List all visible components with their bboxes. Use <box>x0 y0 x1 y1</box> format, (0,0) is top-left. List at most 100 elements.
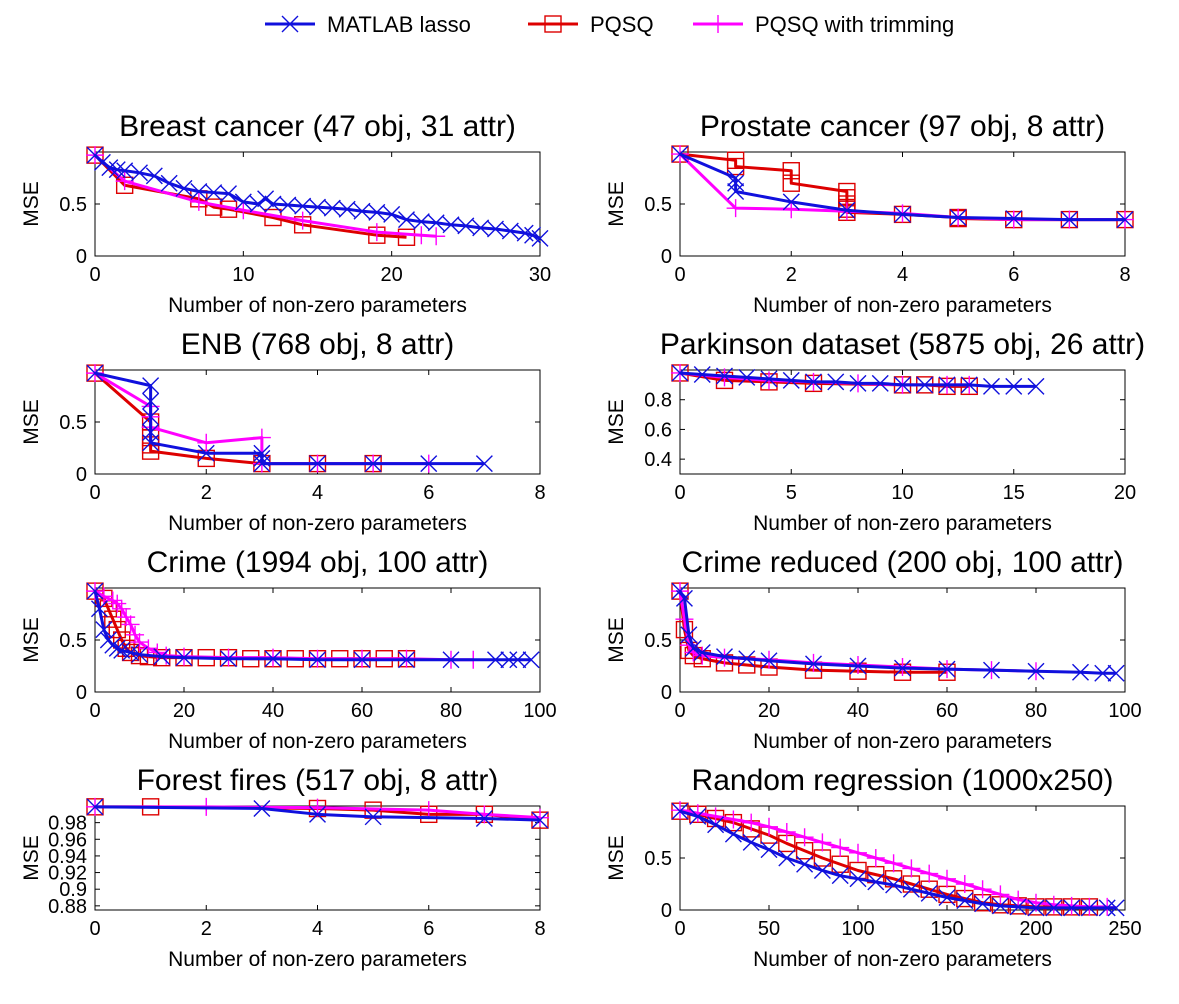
data-point <box>894 205 911 223</box>
chart-panel: ENB (768 obj, 8 attr) Number of non-zero … <box>20 328 546 535</box>
data-point <box>309 651 326 669</box>
data-point <box>338 200 356 218</box>
x-tick-label: 6 <box>423 482 434 504</box>
data-point <box>1005 377 1023 395</box>
series-line <box>94 371 485 466</box>
data-point <box>805 655 822 673</box>
y-axis-label: MSE <box>605 617 628 663</box>
data-point <box>727 169 745 187</box>
x-tick-label: 10 <box>891 482 913 504</box>
data-point <box>738 656 756 674</box>
data-point <box>938 889 956 907</box>
data-point <box>509 651 527 669</box>
y-tick-label: 0.92 <box>48 863 87 885</box>
data-point <box>1045 899 1063 917</box>
data-point <box>487 220 504 238</box>
data-point <box>1063 899 1081 917</box>
legend-label: PQSQ with trimming <box>755 12 954 37</box>
chart-panel: Forest fires (517 obj, 8 attr) Number of … <box>20 764 549 971</box>
data-point <box>866 849 885 867</box>
data-point <box>1027 899 1045 917</box>
x-tick-label: 40 <box>262 700 284 722</box>
y-tick-label: 0.4 <box>644 449 672 471</box>
data-point <box>1027 662 1045 680</box>
x-tick-label: 100 <box>1108 700 1141 722</box>
data-point <box>671 801 689 820</box>
data-point <box>671 364 689 382</box>
legend-marker <box>281 15 299 33</box>
y-axis-label: MSE <box>20 399 43 445</box>
x-tick-label: 250 <box>1108 918 1141 940</box>
data-point <box>902 859 921 878</box>
x-tick-label: 80 <box>440 700 462 722</box>
data-point <box>420 455 438 473</box>
data-point <box>920 864 939 883</box>
data-point <box>1072 663 1089 681</box>
chart-title: Crime (1994 obj, 100 attr) <box>147 546 489 579</box>
data-point <box>716 367 733 385</box>
data-point <box>831 838 850 857</box>
series-line <box>94 805 541 822</box>
legend-marker <box>709 15 727 33</box>
x-tick-label: 60 <box>351 700 373 722</box>
data-point <box>101 159 119 177</box>
data-point <box>738 650 756 668</box>
data-point <box>442 651 460 669</box>
data-point <box>916 376 934 394</box>
data-point <box>108 161 126 179</box>
data-point <box>831 867 849 885</box>
data-point <box>323 199 341 217</box>
x-tick-label: 150 <box>930 918 963 940</box>
y-tick-label: 0 <box>76 464 87 486</box>
x-tick-label: 8 <box>534 918 545 940</box>
data-point <box>1116 211 1134 229</box>
data-point <box>1098 899 1116 917</box>
data-point <box>849 657 867 675</box>
data-point <box>716 648 733 666</box>
data-point <box>487 651 504 669</box>
data-point <box>353 202 371 220</box>
x-tick-label: 20 <box>173 700 195 722</box>
data-point <box>309 455 326 473</box>
data-point <box>412 226 431 245</box>
data-point <box>131 646 148 664</box>
y-tick-label: 0 <box>76 682 87 704</box>
series-pqsq-with-trimming <box>86 146 446 246</box>
data-point <box>671 145 689 163</box>
x-tick-label: 0 <box>89 482 100 504</box>
data-point <box>175 649 193 667</box>
data-point <box>368 203 386 221</box>
x-tick-label: 0 <box>89 700 100 722</box>
plot-area <box>94 587 541 693</box>
x-axis-label: Number of non-zero parameters <box>168 294 467 317</box>
data-point <box>190 183 208 201</box>
data-point <box>427 214 445 232</box>
y-axis-label: MSE <box>20 835 43 881</box>
data-point <box>531 811 549 829</box>
series-line <box>93 154 407 239</box>
y-axis-label: MSE <box>605 399 628 445</box>
data-point <box>894 659 911 677</box>
data-point <box>367 223 386 242</box>
data-point <box>264 650 282 668</box>
x-tick-label: 200 <box>1019 918 1052 940</box>
data-point <box>253 455 271 473</box>
plot-area <box>94 151 541 257</box>
y-tick-label: 0.8 <box>644 390 672 412</box>
data-point <box>983 377 1000 395</box>
data-point <box>126 625 145 644</box>
y-tick-label: 0.94 <box>48 846 87 868</box>
data-point <box>516 224 534 242</box>
data-point <box>189 192 208 211</box>
legend: MATLAB lasso PQSQ PQSQ with trimming <box>265 12 954 37</box>
data-point <box>257 190 275 208</box>
y-tick-label: 0.5 <box>59 412 87 434</box>
data-point <box>813 833 832 852</box>
data-point <box>760 652 778 670</box>
y-tick-label: 0 <box>661 900 672 922</box>
data-point <box>778 849 796 867</box>
data-point <box>472 219 490 237</box>
data-point <box>1107 664 1125 682</box>
data-point <box>501 222 519 240</box>
data-point <box>475 805 494 824</box>
